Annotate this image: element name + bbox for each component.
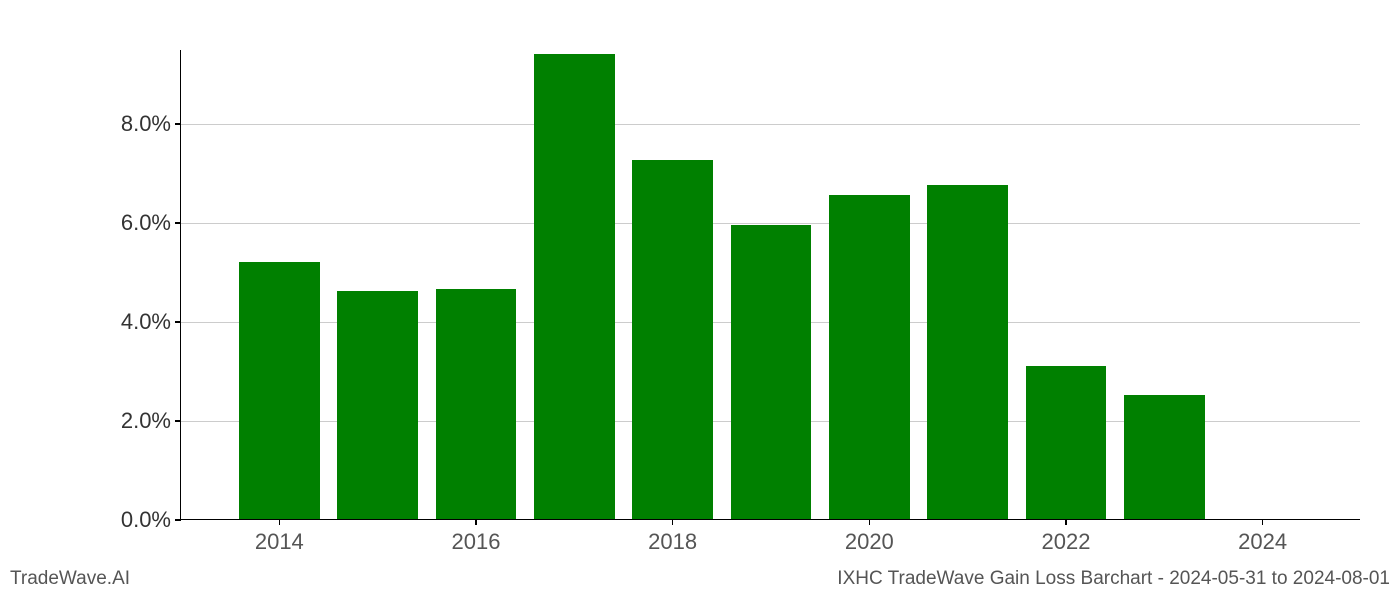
bar-2022 — [1026, 366, 1107, 519]
bar-2018 — [632, 160, 713, 519]
xtick-label: 2020 — [845, 519, 894, 555]
bar-2016 — [436, 289, 517, 519]
bar-2019 — [731, 225, 812, 519]
plot-area: 0.0%2.0%4.0%6.0%8.0%20142016201820202022… — [180, 50, 1360, 520]
bar-2017 — [534, 54, 615, 519]
footer-left-text: TradeWave.AI — [10, 568, 130, 590]
xtick-label: 2024 — [1238, 519, 1287, 555]
xtick-label: 2014 — [255, 519, 304, 555]
chart-container: 0.0%2.0%4.0%6.0%8.0%20142016201820202022… — [180, 50, 1360, 520]
ytick-label: 2.0% — [121, 408, 181, 434]
ytick-label: 6.0% — [121, 210, 181, 236]
bar-2020 — [829, 195, 910, 519]
xtick-label: 2022 — [1042, 519, 1091, 555]
bar-2021 — [927, 185, 1008, 519]
ytick-label: 8.0% — [121, 111, 181, 137]
xtick-label: 2018 — [648, 519, 697, 555]
bar-2015 — [337, 291, 418, 519]
footer-right-text: IXHC TradeWave Gain Loss Barchart - 2024… — [837, 568, 1390, 590]
bar-2014 — [239, 262, 320, 519]
ytick-label: 0.0% — [121, 507, 181, 533]
bar-2023 — [1124, 395, 1205, 519]
xtick-label: 2016 — [452, 519, 501, 555]
ytick-label: 4.0% — [121, 309, 181, 335]
gridline — [181, 124, 1360, 125]
